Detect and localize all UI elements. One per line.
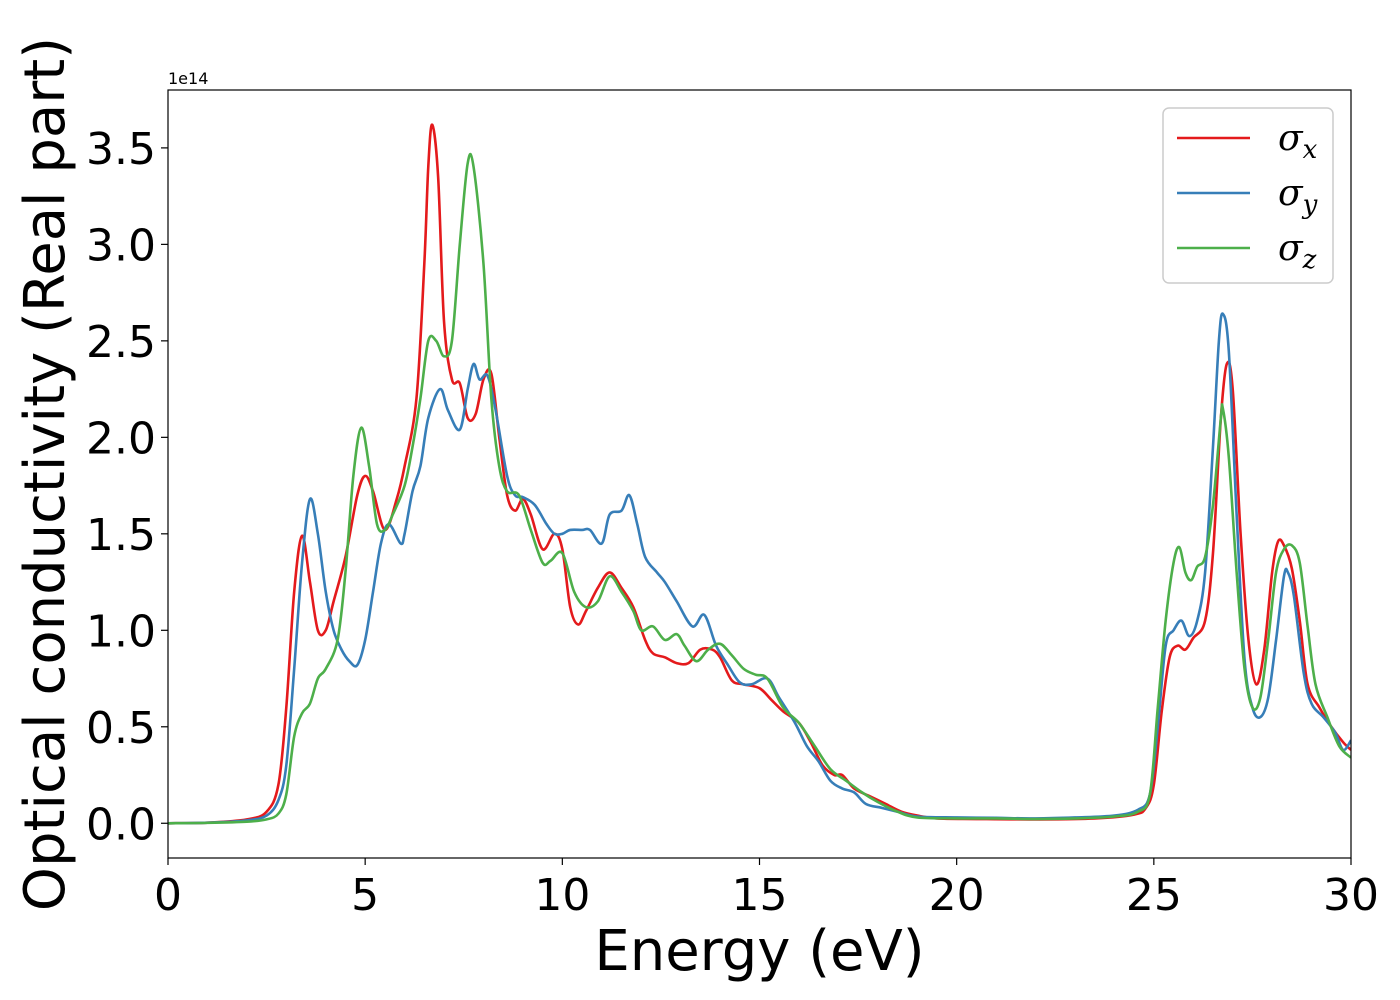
y-offset-label: 1e14 (168, 69, 208, 88)
y-axis: 0.0 0.5 1.0 1.5 2.0 2.5 3.0 3.5 (86, 124, 168, 850)
y-tick-label: 2.0 (86, 413, 156, 464)
y-tick-label: 0.5 (86, 703, 156, 754)
legend-box (1162, 107, 1334, 284)
series-layer (168, 123, 1351, 825)
y-tick-label: 2.5 (86, 317, 156, 368)
x-tick-label: 10 (534, 870, 590, 921)
series-line-y (168, 312, 1351, 825)
x-tick-label: 20 (929, 870, 985, 921)
x-tick-label: 0 (154, 870, 182, 921)
y-tick-label: 0.0 (86, 799, 156, 850)
x-axis: 0 5 10 15 20 25 30 (154, 858, 1379, 921)
x-tick-label: 25 (1126, 870, 1182, 921)
x-tick-label: 15 (732, 870, 788, 921)
y-tick-label: 1.5 (86, 510, 156, 561)
x-tick-label: 30 (1323, 870, 1379, 921)
y-tick-label: 1.0 (86, 606, 156, 657)
x-tick-label: 5 (351, 870, 379, 921)
series-line-z (168, 152, 1351, 825)
y-tick-label: 3.5 (86, 124, 156, 175)
y-tick-label: 3.0 (86, 220, 156, 271)
x-axis-label: Energy (eV) (594, 919, 924, 984)
y-axis-label: Optical conductivity (Real part) (13, 37, 78, 911)
